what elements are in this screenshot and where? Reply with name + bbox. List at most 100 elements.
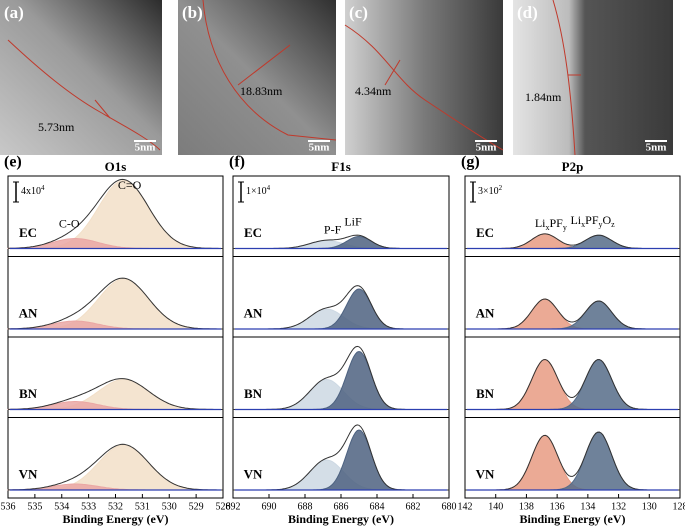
thickness-label: 18.83nm bbox=[240, 84, 283, 98]
fitted-peak bbox=[465, 301, 680, 329]
tem-panel: (b) 18.83nm 5nm bbox=[178, 0, 336, 155]
fitted-peak bbox=[8, 279, 223, 329]
tem-images: (a)5.73nm5nm(b)18.83nm5nm(c)4.34nm5nm(d)… bbox=[0, 0, 673, 155]
x-axis-title: Binding Energy (eV) bbox=[62, 512, 168, 526]
xps-panels: (e)O1sEC4x104C=OC-OANBNVN536535534533532… bbox=[1, 154, 685, 526]
x-tick-label: 534 bbox=[54, 501, 69, 512]
scale-label: 5nm bbox=[646, 142, 667, 154]
x-tick-label: 136 bbox=[550, 501, 565, 512]
scale-label: 1×104 bbox=[246, 184, 271, 198]
scale-exp: 4 bbox=[267, 184, 271, 192]
peak-label-text: PF bbox=[550, 216, 564, 230]
scale-label: 5nm bbox=[476, 142, 497, 154]
panel-label: (f) bbox=[229, 154, 245, 171]
panel-label: (g) bbox=[461, 154, 480, 171]
envelope bbox=[465, 299, 680, 329]
row-label: BN bbox=[476, 386, 495, 401]
x-tick-label: 138 bbox=[519, 501, 534, 512]
row-label: AN bbox=[19, 305, 38, 320]
row-label: BN bbox=[19, 386, 38, 401]
x-tick-label: 680 bbox=[442, 501, 457, 512]
tem-panel: (d) 1.84nm 5nm bbox=[513, 0, 673, 155]
peak-label: P-F bbox=[324, 222, 342, 236]
fitted-peak bbox=[233, 352, 449, 410]
x-tick-label: 692 bbox=[226, 501, 241, 512]
panel-title: O1s bbox=[105, 159, 127, 174]
thickness-label: 4.34nm bbox=[355, 84, 392, 98]
tem-image bbox=[345, 0, 503, 155]
x-tick-label: 134 bbox=[580, 501, 595, 512]
row-label: AN bbox=[244, 305, 263, 320]
peak-label-text: C=O bbox=[118, 178, 142, 192]
row-label: EC bbox=[19, 225, 37, 240]
fitted-peak bbox=[465, 360, 680, 410]
scale-text: 3×10 bbox=[478, 186, 499, 197]
fitted-peak bbox=[233, 430, 449, 490]
scale-exp: 4 bbox=[41, 184, 45, 192]
tem-panel: (a) 5.73nm 5nm bbox=[0, 0, 162, 155]
scale-text: 4x10 bbox=[21, 186, 41, 197]
peak-label-text: PF bbox=[585, 213, 599, 227]
fitted-peak bbox=[233, 289, 449, 329]
scale-text: 1×10 bbox=[246, 186, 267, 197]
x-tick-label: 128 bbox=[673, 501, 685, 512]
scale-label: 3×102 bbox=[478, 184, 503, 198]
panel-label: (a) bbox=[4, 3, 24, 22]
peak-label-text: P-F bbox=[324, 222, 342, 236]
scale-label: 4x104 bbox=[21, 184, 45, 198]
panel-label: (d) bbox=[517, 3, 538, 22]
thickness-label: 1.84nm bbox=[525, 90, 562, 104]
x-tick-label: 690 bbox=[262, 501, 277, 512]
thickness-label: 5.73nm bbox=[38, 120, 75, 134]
tem-panel: (c) 4.34nm 5nm bbox=[345, 0, 503, 155]
peak-label-sub: y bbox=[563, 223, 567, 232]
row-label: EC bbox=[476, 225, 494, 240]
fitted-peak bbox=[465, 299, 680, 329]
row-label: AN bbox=[476, 305, 495, 320]
scale-exp: 2 bbox=[499, 184, 503, 192]
x-tick-label: 529 bbox=[189, 501, 204, 512]
x-tick-label: 140 bbox=[488, 501, 503, 512]
scale-label: 5nm bbox=[309, 142, 330, 154]
tem-image bbox=[513, 0, 673, 155]
row-label: VN bbox=[476, 466, 495, 481]
panel-label: (b) bbox=[182, 3, 203, 22]
peak-label: LixPFyOz bbox=[570, 213, 615, 229]
x-axis-title: Binding Energy (eV) bbox=[519, 512, 625, 526]
x-tick-label: 531 bbox=[135, 501, 150, 512]
x-tick-label: 132 bbox=[611, 501, 626, 512]
envelope bbox=[465, 360, 680, 410]
panel-title: P2p bbox=[562, 159, 584, 174]
x-tick-label: 684 bbox=[370, 501, 385, 512]
fitted-peak bbox=[8, 380, 223, 410]
x-tick-label: 535 bbox=[27, 501, 42, 512]
peak-label: C=O bbox=[118, 178, 142, 192]
fitted-peak bbox=[465, 360, 680, 410]
row-label: VN bbox=[19, 466, 38, 481]
panel-label: (c) bbox=[349, 3, 368, 22]
fitted-peak bbox=[465, 432, 680, 490]
fitted-peak bbox=[8, 445, 223, 490]
peak-label-text: LiF bbox=[344, 214, 362, 228]
row-label: BN bbox=[244, 386, 263, 401]
x-tick-label: 682 bbox=[406, 501, 421, 512]
x-tick-label: 532 bbox=[108, 501, 123, 512]
peak-label: LixPFy bbox=[535, 216, 567, 232]
peak-label-text: C-O bbox=[59, 216, 80, 230]
peak-label: C-O bbox=[59, 216, 80, 230]
scale-label: 5nm bbox=[135, 142, 156, 154]
peak-label-text: Li bbox=[570, 213, 581, 227]
x-tick-label: 688 bbox=[298, 501, 313, 512]
peak-label-text: O bbox=[603, 213, 612, 227]
x-tick-label: 130 bbox=[642, 501, 657, 512]
x-tick-label: 536 bbox=[1, 501, 16, 512]
x-tick-label: 686 bbox=[334, 501, 349, 512]
x-tick-label: 142 bbox=[458, 501, 473, 512]
fitted-peak bbox=[465, 235, 680, 248]
row-label: VN bbox=[244, 466, 263, 481]
tem-image bbox=[0, 0, 162, 155]
tem-image bbox=[178, 0, 336, 155]
panel-title: F1s bbox=[331, 159, 351, 174]
x-tick-label: 530 bbox=[162, 501, 177, 512]
